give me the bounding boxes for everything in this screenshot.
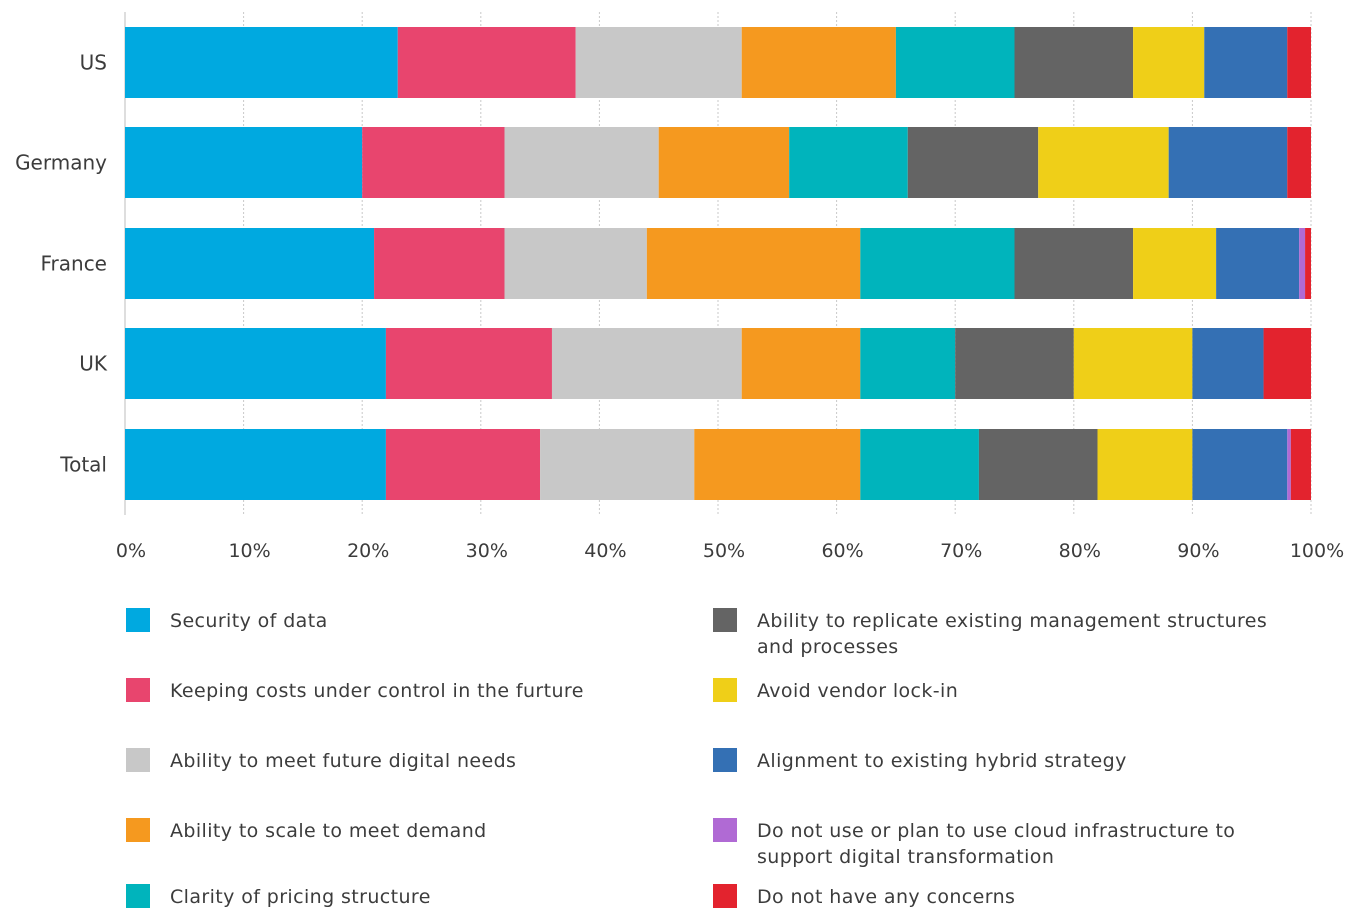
bar-segment-us-1 <box>397 27 576 98</box>
x-tick-label: 10% <box>228 540 270 562</box>
x-tick-label: 60% <box>821 540 863 562</box>
bar-segment-germany-5 <box>907 127 1039 198</box>
chart-legend: Security of data Keeping costs under cont… <box>0 600 1363 911</box>
x-tick-label: 30% <box>466 540 508 562</box>
legend-label: Ability to scale to meet demand <box>170 820 487 842</box>
x-tick-label: 90% <box>1177 540 1219 562</box>
bar-segment-france-1 <box>374 228 505 299</box>
bar-segment-uk-2 <box>551 328 742 399</box>
x-tick-label: 40% <box>584 540 626 562</box>
bar-segment-total-8 <box>1287 429 1291 500</box>
bar-segment-us-5 <box>1014 27 1134 98</box>
category-label: Total <box>59 453 107 477</box>
legend-swatch <box>126 884 150 908</box>
legend-label: Ability to replicate existing management… <box>757 610 1268 658</box>
bar-segment-uk-7 <box>1192 328 1264 399</box>
bar-segment-uk-6 <box>1073 328 1193 399</box>
x-tick-label: 70% <box>940 540 982 562</box>
legend-swatch <box>126 678 150 702</box>
bar-segment-germany-0 <box>125 127 363 198</box>
legend-label: Do not use or plan to use cloud infrastr… <box>757 820 1236 868</box>
bar-segment-us-9 <box>1287 27 1311 98</box>
legend-label: Do not have any concerns <box>757 886 1016 908</box>
bar-segment-germany-1 <box>362 127 505 198</box>
bar-segment-total-4 <box>860 429 979 500</box>
bar-segment-us-6 <box>1133 27 1205 98</box>
bar-segment-germany-4 <box>789 127 908 198</box>
bar-segment-total-9 <box>1290 429 1311 500</box>
bar-segment-us-3 <box>741 27 896 98</box>
bar-segment-total-2 <box>540 429 695 500</box>
bar-segment-us-0 <box>125 27 398 98</box>
x-tick-label: 20% <box>347 540 389 562</box>
category-label: France <box>40 252 107 276</box>
legend-item: Alignment to existing hybrid strategy <box>713 748 1273 774</box>
bar-segment-germany-9 <box>1287 127 1311 198</box>
legend-label: Clarity of pricing structure <box>170 886 431 908</box>
legend-swatch <box>713 678 737 702</box>
bar-segment-us-2 <box>575 27 742 98</box>
legend-swatch <box>126 818 150 842</box>
chart-plot: US Germany France UK Total 0% 10% 20% 30% 40% 50% 6… <box>15 12 1344 562</box>
legend-swatch <box>713 748 737 772</box>
legend-item: Ability to meet future digital needs <box>126 748 686 774</box>
category-label: UK <box>79 352 108 376</box>
bar-segment-germany-3 <box>658 127 790 198</box>
bar-segment-france-7 <box>1216 228 1300 299</box>
bar-segment-total-7 <box>1192 429 1288 500</box>
legend-item: Keeping costs under control in the furtu… <box>126 678 686 704</box>
legend-swatch <box>126 748 150 772</box>
bar-segment-france-4 <box>860 228 1015 299</box>
legend-label: Keeping costs under control in the furtu… <box>170 680 584 702</box>
bar-segment-uk-4 <box>860 328 956 399</box>
x-tick-label: 50% <box>703 540 745 562</box>
legend-swatch <box>713 884 737 908</box>
legend-label: Avoid vendor lock-in <box>757 680 959 702</box>
bar-segment-uk-3 <box>741 328 861 399</box>
category-label: Germany <box>15 151 107 175</box>
bar-segment-us-7 <box>1204 27 1288 98</box>
category-label: US <box>80 51 107 75</box>
legend-item: Do not have any concerns <box>713 884 1273 910</box>
x-tick-label: 0% <box>116 540 146 562</box>
legend-item: Avoid vendor lock-in <box>713 678 1273 704</box>
legend-item: Ability to scale to meet demand <box>126 818 686 844</box>
legend-label: Ability to meet future digital needs <box>170 750 517 772</box>
bar-segment-uk-5 <box>955 328 1074 399</box>
bar-segment-france-3 <box>646 228 861 299</box>
bar-segment-france-6 <box>1133 228 1217 299</box>
legend-item: Do not use or plan to use cloud infrastr… <box>713 818 1273 870</box>
bar-segment-uk-0 <box>125 328 386 399</box>
legend-label: Security of data <box>170 610 328 632</box>
legend-swatch <box>713 818 737 842</box>
bar-segment-uk-1 <box>385 328 552 399</box>
bar-segment-france-5 <box>1014 228 1134 299</box>
bar-segment-total-6 <box>1097 429 1193 500</box>
bar-segment-us-4 <box>895 27 1015 98</box>
legend-swatch <box>713 608 737 632</box>
bar-segment-total-5 <box>978 429 1098 500</box>
bar-segment-germany-6 <box>1038 127 1169 198</box>
bar-segment-france-8 <box>1299 228 1306 299</box>
bar-segment-uk-9 <box>1263 328 1311 399</box>
legend-item: Clarity of pricing structure <box>126 884 686 910</box>
legend-swatch <box>126 608 150 632</box>
x-tick-label: 100% <box>1290 540 1344 562</box>
bar-segment-france-0 <box>125 228 375 299</box>
bar-segment-germany-2 <box>504 127 659 198</box>
legend-item: Ability to replicate existing management… <box>713 608 1273 660</box>
legend-label: Alignment to existing hybrid strategy <box>757 750 1127 772</box>
bar-segment-total-0 <box>125 429 386 500</box>
bar-segment-france-2 <box>504 228 647 299</box>
bar-segment-germany-7 <box>1168 127 1288 198</box>
bar-segment-france-9 <box>1305 228 1311 299</box>
x-tick-label: 80% <box>1059 540 1101 562</box>
legend-item: Security of data <box>126 608 686 634</box>
bar-segment-total-3 <box>694 429 861 500</box>
bar-segment-total-1 <box>385 429 541 500</box>
